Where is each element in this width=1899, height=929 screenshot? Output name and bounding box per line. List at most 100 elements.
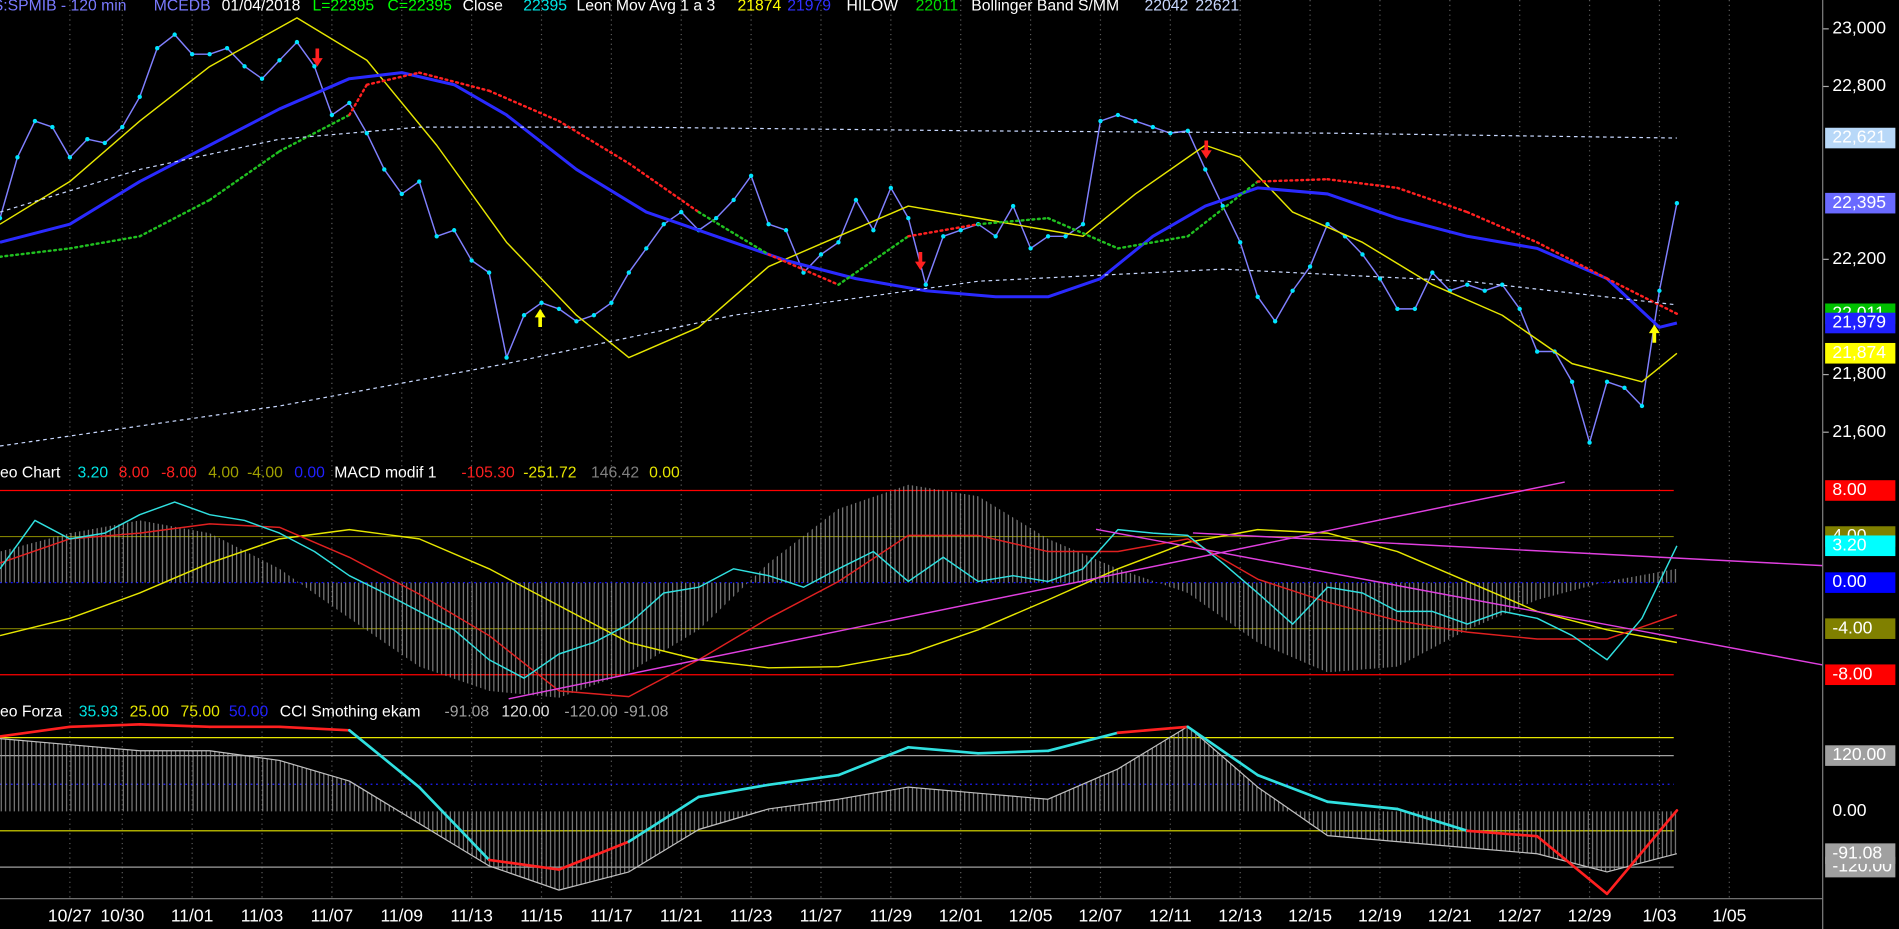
data-point [259,76,265,81]
legend-item: -251.72 [523,465,576,482]
data-point [1569,379,1575,384]
data-point [399,191,404,197]
data-point [1657,288,1662,293]
line-segment [627,162,700,214]
axis-value-box [1825,342,1896,364]
data-point [329,112,335,118]
data-point [1482,288,1487,293]
line-segment [1535,834,1609,896]
data-point [1115,112,1121,118]
data-point [67,155,73,160]
data-point [1360,252,1365,257]
data-point [1063,234,1068,239]
series-line [0,528,1678,669]
data-point [277,58,282,63]
legend-item: 21874 [738,0,782,14]
legend-item: MCEDB [154,0,211,14]
axis-value-label: 3.20 [1832,534,1866,554]
line-segment [208,150,281,202]
axis-value-box [1825,745,1896,766]
legend-item: -120.00 [564,703,618,720]
legend-item: C=22395 [388,0,453,14]
data-point [731,197,736,203]
data-point [1272,319,1278,324]
line-segment [138,198,211,238]
data-point [1622,385,1627,391]
axis-value-box [1825,843,1896,864]
data-point [818,252,824,257]
data-point [521,313,527,318]
data-point [836,240,841,245]
legend-item: -4.00 [247,465,283,482]
legend-item: CCI Smothing ekam [280,703,421,720]
x-tick-label: 11/01 [171,905,214,925]
axis-value-box [1825,192,1896,214]
data-point [50,124,55,130]
axis-value-label: -8.00 [1832,663,1872,683]
data-point [102,140,107,146]
x-tick-label: 11/23 [730,905,773,925]
legend-item: 8.00 [119,465,150,482]
data-point [1098,118,1103,124]
x-tick-label: 1/03 [1642,905,1676,925]
histogram-area [0,726,1677,891]
data-point [85,137,90,142]
series-line [0,725,1678,891]
y-tick-label: 23,000 [1832,17,1886,37]
data-point [748,173,754,178]
line-segment [1396,186,1469,214]
trend-line [1192,532,1823,567]
line-segment [417,785,491,862]
data-point [224,45,230,51]
axis-value-label: 21,874 [1832,342,1886,362]
legend-item: 01/04/2018 [222,0,301,14]
legend-item: L=22395 [312,0,374,14]
axis-value-label: 0.00 [1832,800,1866,820]
series-line [0,501,1678,679]
line-segment [348,83,369,117]
data-point [609,300,614,306]
line-segment [1466,210,1539,244]
data-point [1587,440,1592,445]
legend-item: 25.00 [130,703,170,720]
sell-arrow [1200,140,1212,159]
data-point [172,32,177,37]
line-segment [1186,180,1259,238]
data-point [888,185,894,191]
line-segment [557,119,631,165]
trend-line [1095,528,1823,666]
x-tick-label: 10/27 [48,905,92,925]
axis-value-box [1825,535,1896,557]
line-segment [68,235,141,250]
data-point [347,100,352,106]
data-point [1604,379,1610,384]
data-point [591,313,597,318]
axis-value-label: 120.00 [1832,744,1886,764]
legend-item: 146.42 [591,465,639,482]
line-segment [365,71,421,86]
legend-item: 22011 [916,0,959,14]
legend-item: -105.30 [461,465,515,482]
data-point [120,124,125,130]
data-point [312,64,317,69]
line-segment [1605,809,1679,896]
data-point [1465,282,1470,287]
line-segment [627,795,701,843]
axis-value-label: 22,395 [1832,192,1886,212]
data-point [1534,349,1540,354]
data-point [574,319,579,324]
line-segment [487,89,561,123]
sell-arrow [311,48,323,67]
data-point [417,179,422,184]
data-point [137,94,142,100]
axis-value-box [1825,480,1896,501]
data-point [941,234,946,239]
axis-value-box [1825,572,1896,593]
data-point [923,282,928,287]
legend-item: Leon Mov Avg 1 a 3 [576,0,715,14]
legend-item: 50.00 [229,703,269,720]
x-tick-label: 12/11 [1149,905,1192,925]
data-point [1639,403,1645,409]
